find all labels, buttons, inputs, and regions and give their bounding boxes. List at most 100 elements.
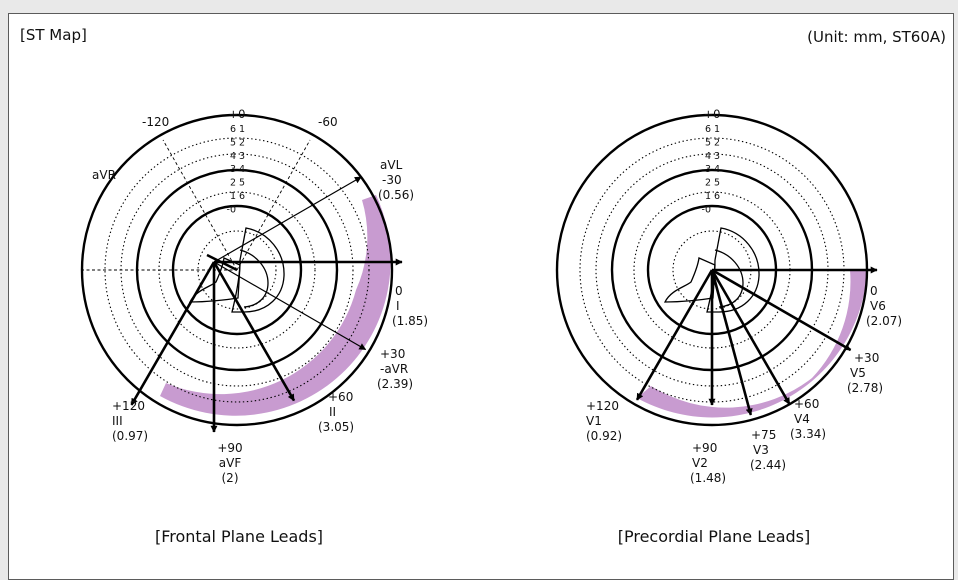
- svg-text:V5: V5: [850, 366, 866, 380]
- precordial-scale-right-2: 3: [714, 151, 720, 162]
- precordial-scale-right-4: 5: [714, 178, 720, 189]
- svg-text:(2.78): (2.78): [847, 381, 883, 395]
- frontal-scale-right-3: 4: [239, 164, 245, 175]
- frontal-scale-left-1: 5: [230, 137, 236, 148]
- svg-text:+60: +60: [328, 390, 353, 404]
- frontal-lead-aVR-label: aVR: [92, 168, 116, 182]
- precordial-scale-top: +0: [704, 107, 721, 121]
- frontal-scale-left-0: 6: [230, 124, 236, 135]
- svg-text:+30: +30: [854, 351, 879, 365]
- precordial-label-V4: +60 V4 (3.34): [790, 397, 826, 441]
- svg-text:+120: +120: [586, 399, 619, 413]
- precordial-scale-right-1: 2: [714, 137, 720, 148]
- precordial-scale-left-4: 2: [705, 178, 711, 189]
- precordial-vector-V4: [710, 269, 791, 405]
- svg-text:II: II: [329, 405, 336, 419]
- svg-text:(2.44): (2.44): [750, 458, 786, 472]
- frontal-heart: [188, 227, 285, 313]
- frontal-angle-minus120: -120: [142, 115, 169, 129]
- frontal-scale-right-4: 5: [239, 178, 245, 189]
- frontal-label-aVL: aVL -30 (0.56): [378, 158, 414, 202]
- frontal-scale-left-5: 1: [230, 191, 236, 202]
- precordial-label-V3: +75 V3 (2.44): [750, 428, 786, 472]
- svg-text:+30: +30: [380, 347, 405, 361]
- frontal-vector-minus-aVR: [213, 261, 367, 351]
- frontal-st-area: [160, 195, 391, 416]
- svg-text:(2.07): (2.07): [866, 314, 902, 328]
- svg-text:0: 0: [870, 284, 878, 298]
- svg-text:-30: -30: [382, 173, 402, 187]
- frontal-scale-right-5: 6: [239, 191, 245, 202]
- st-map-panel: [ST Map] (Unit: mm, ST60A) [Frontal Plan…: [8, 13, 954, 580]
- frontal-label-minus-aVR: +30 -aVR (2.39): [377, 347, 413, 391]
- precordial-scale-right-5: 6: [714, 191, 720, 202]
- precordial-scale-left-6: -0: [702, 204, 711, 215]
- svg-text:(1.48): (1.48): [690, 471, 726, 485]
- svg-text:(1.85): (1.85): [392, 314, 428, 328]
- svg-text:-aVR: -aVR: [380, 362, 408, 376]
- frontal-vector-II: [212, 261, 296, 402]
- frontal-scale-left-3: 3: [230, 164, 236, 175]
- frontal-caption: [Frontal Plane Leads]: [154, 527, 324, 546]
- frontal-scale-right-1: 2: [239, 137, 245, 148]
- precordial-label-V5: +30 V5 (2.78): [847, 351, 883, 395]
- precordial-caption: [Precordial Plane Leads]: [617, 527, 811, 546]
- precordial-scale-left-0: 6: [705, 124, 711, 135]
- map-title: [ST Map]: [20, 26, 87, 44]
- frontal-scale-top: +0: [229, 107, 246, 121]
- precordial-vector-V1: [635, 269, 714, 401]
- svg-text:(0.92): (0.92): [586, 429, 622, 443]
- svg-text:+120: +120: [112, 399, 145, 413]
- svg-text:V1: V1: [586, 414, 602, 428]
- frontal-vector-aVL: [213, 176, 362, 263]
- frontal-angle-minus60: -60: [318, 115, 338, 129]
- svg-text:V4: V4: [794, 412, 810, 426]
- svg-text:III: III: [112, 414, 123, 428]
- precordial-vector-V5: [711, 268, 852, 352]
- svg-text:(0.56): (0.56): [378, 188, 414, 202]
- svg-text:aVF: aVF: [219, 456, 242, 470]
- frontal-label-aVF: +90 aVF (2): [217, 441, 242, 485]
- frontal-scale-right-0: 1: [239, 124, 245, 135]
- precordial-scale-left-1: 5: [705, 137, 711, 148]
- frontal-vectors: [130, 176, 403, 433]
- precordial-st-area: [637, 270, 867, 418]
- precordial-vectors: [635, 266, 878, 416]
- frontal-reference-lines: [81, 139, 311, 271]
- precordial-vector-V3: [710, 269, 753, 416]
- frontal-scale-left-6: -0: [227, 204, 236, 215]
- precordial-scale-right-3: 4: [714, 164, 720, 175]
- frontal-vector-III: [130, 261, 216, 406]
- svg-text:I: I: [396, 299, 400, 313]
- frontal-label-II: +60 II (3.05): [318, 390, 354, 434]
- svg-text:V3: V3: [753, 443, 769, 457]
- frontal-scale-left-4: 2: [230, 178, 236, 189]
- frontal-label-III: +120 III (0.97): [112, 399, 148, 443]
- precordial-scale-left-2: 4: [705, 151, 711, 162]
- svg-text:(0.97): (0.97): [112, 429, 148, 443]
- precordial-label-V6: 0 V6 (2.07): [866, 284, 902, 328]
- svg-text:(2): (2): [222, 471, 239, 485]
- svg-text:V2: V2: [692, 456, 708, 470]
- frontal-label-I: 0 I (1.85): [392, 284, 428, 328]
- svg-text:+90: +90: [692, 441, 717, 455]
- frontal-scale-right-2: 3: [239, 151, 245, 162]
- units-note: (Unit: mm, ST60A): [807, 28, 946, 46]
- precordial-label-V1: +120 V1 (0.92): [586, 399, 622, 443]
- svg-text:(3.34): (3.34): [790, 427, 826, 441]
- svg-text:(3.05): (3.05): [318, 420, 354, 434]
- svg-text:+90: +90: [217, 441, 242, 455]
- svg-text:(2.39): (2.39): [377, 377, 413, 391]
- frontal-scale-left-2: 4: [230, 151, 236, 162]
- precordial-label-V2: +90 V2 (1.48): [690, 441, 726, 485]
- svg-text:0: 0: [395, 284, 403, 298]
- precordial-scale-right-0: 1: [714, 124, 720, 135]
- svg-text:aVL: aVL: [380, 158, 403, 172]
- svg-text:V6: V6: [870, 299, 886, 313]
- svg-text:+60: +60: [794, 397, 819, 411]
